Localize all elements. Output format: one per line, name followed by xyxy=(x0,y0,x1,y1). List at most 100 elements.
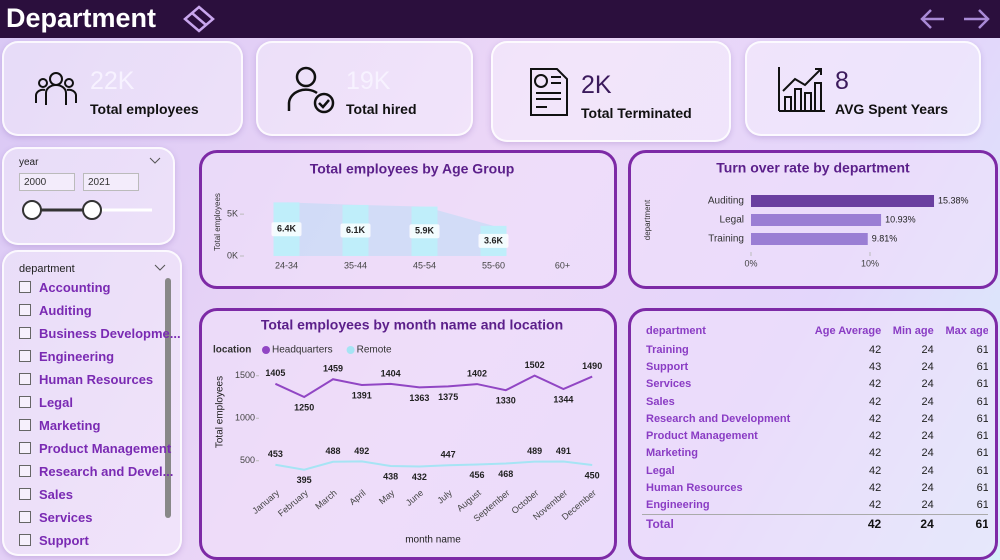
cell: 24 xyxy=(921,360,934,373)
item-label: Support xyxy=(39,533,89,548)
cell: 61 xyxy=(976,464,988,477)
table-row: Marketing 42 24 61 xyxy=(642,445,988,462)
scrollbar[interactable] xyxy=(165,278,171,518)
x-tick-label: 45-54 xyxy=(413,260,436,270)
cell: Product Management xyxy=(646,430,758,443)
checkbox[interactable] xyxy=(19,419,31,431)
column-header[interactable]: department xyxy=(646,324,706,337)
year-to[interactable]: 2021 xyxy=(83,173,139,191)
x-tick-label: July xyxy=(435,487,454,505)
page-title: Department xyxy=(6,3,157,33)
cell: 42 xyxy=(868,395,882,408)
slicer-item[interactable]: Support xyxy=(19,533,89,548)
y-tick-label: Training xyxy=(708,234,744,245)
y-axis-label: department xyxy=(643,199,652,240)
data-label: 489 xyxy=(527,446,542,456)
slicer-item[interactable]: Business Developme... xyxy=(19,326,181,341)
people-icon xyxy=(35,72,77,105)
y-tick-label: 5K xyxy=(227,209,238,219)
item-label: Accounting xyxy=(39,280,111,295)
chevron[interactable] xyxy=(149,157,161,165)
bar xyxy=(751,195,935,207)
column-header[interactable]: Age Average xyxy=(814,324,882,337)
checkbox[interactable] xyxy=(19,534,31,546)
slicer-item[interactable]: Services xyxy=(19,510,93,525)
kpi-card: 2K Total Terminated xyxy=(491,41,731,142)
item-label: Legal xyxy=(39,395,73,410)
total-cell: Total xyxy=(642,513,806,533)
checkbox[interactable] xyxy=(19,281,31,293)
cell: 61 xyxy=(976,360,988,373)
checkbox[interactable] xyxy=(19,350,31,362)
cell: 42 xyxy=(868,464,882,477)
value-label-bg xyxy=(478,233,509,248)
bar xyxy=(751,233,868,245)
checkbox[interactable] xyxy=(19,304,31,316)
year-from[interactable]: 2000 xyxy=(19,173,75,191)
table-row: Sales 42 24 61 xyxy=(642,393,988,410)
x-tick-label: June xyxy=(404,488,425,508)
slicer-item[interactable]: Marketing xyxy=(19,418,100,433)
data-label: 468 xyxy=(498,469,513,479)
year-range-slider[interactable] xyxy=(14,197,164,223)
slicer-item[interactable]: Sales xyxy=(19,487,73,502)
checkbox[interactable] xyxy=(19,488,31,500)
cell: Legal xyxy=(646,464,675,477)
nav-arrows[interactable] xyxy=(918,6,994,32)
line xyxy=(274,374,593,399)
legend-title: location xyxy=(213,345,251,356)
x-axis-label: month name xyxy=(405,535,461,546)
data-label: 491 xyxy=(556,446,571,456)
item-label: Business Developme... xyxy=(39,326,181,341)
data-label: 432 xyxy=(412,472,427,482)
cell: 61 xyxy=(976,482,988,495)
y-tick-label: 1000 xyxy=(235,413,255,423)
line xyxy=(275,460,593,471)
bar xyxy=(751,214,882,226)
table-row: Engineering 42 24 61 xyxy=(642,497,988,515)
total-cell: 42 xyxy=(805,513,886,533)
value-label: 9.81% xyxy=(872,233,898,243)
x-tick-label: 35-44 xyxy=(344,260,367,270)
checkbox[interactable] xyxy=(19,373,31,385)
cell: Human Resources xyxy=(646,482,743,495)
checkbox[interactable] xyxy=(19,396,31,408)
data-label: 453 xyxy=(268,449,283,459)
kpi-label: Total hired xyxy=(346,101,417,117)
chevron[interactable] xyxy=(154,264,166,272)
slicer-item[interactable]: Product Management xyxy=(19,441,171,456)
slicer-item[interactable]: Human Resources xyxy=(19,372,153,387)
x-tick-label: March xyxy=(313,488,339,512)
slicer-item[interactable]: Engineering xyxy=(19,349,114,364)
cell: Services xyxy=(646,378,692,391)
x-tick-label: May xyxy=(377,487,397,506)
data-label: 488 xyxy=(325,446,340,456)
data-label: 1459 xyxy=(323,364,343,374)
data-label: 492 xyxy=(354,446,369,456)
cell: 61 xyxy=(976,378,988,391)
table-row: Research and Development 42 24 61 xyxy=(642,410,988,427)
cell: 61 xyxy=(976,395,988,408)
checkbox[interactable] xyxy=(19,442,31,454)
y-tick-label: 0K xyxy=(227,250,238,260)
hired-icon xyxy=(287,66,335,114)
column-header[interactable]: Max age xyxy=(945,324,988,337)
column-header[interactable]: Min age xyxy=(892,324,934,337)
slicer-item[interactable]: Auditing xyxy=(19,303,92,318)
checkbox[interactable] xyxy=(19,511,31,523)
slicer-item[interactable]: Legal xyxy=(19,395,73,410)
data-label: 1404 xyxy=(381,368,401,378)
legend-marker xyxy=(262,346,270,354)
checkbox[interactable] xyxy=(19,465,31,477)
header: Department xyxy=(0,0,1000,38)
cell: 61 xyxy=(976,447,988,460)
year-slicer: year 2000 2021 xyxy=(2,147,175,245)
checkbox[interactable] xyxy=(19,327,31,339)
slicer-item[interactable]: Accounting xyxy=(19,280,111,295)
slicer-item[interactable]: Research and Devel... xyxy=(19,464,173,479)
table-row: Legal 42 24 61 xyxy=(642,462,988,479)
x-tick-label: 55-60 xyxy=(482,260,505,270)
kpi-label: AVG Spent Years xyxy=(835,101,949,117)
data-label: 450 xyxy=(585,470,600,480)
